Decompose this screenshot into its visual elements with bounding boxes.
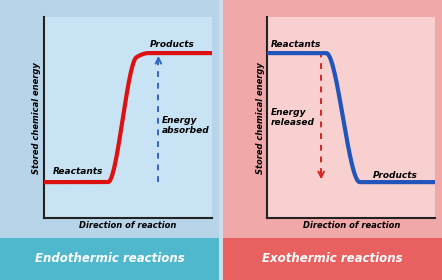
Y-axis label: Stored chemical energy: Stored chemical energy xyxy=(32,62,42,174)
Text: Products: Products xyxy=(373,171,418,180)
Text: Reactants: Reactants xyxy=(271,40,321,49)
Text: Energy
absorbed: Energy absorbed xyxy=(162,116,210,135)
Text: Products: Products xyxy=(150,40,195,49)
Text: Energy
released: Energy released xyxy=(271,108,315,127)
Text: Endothermic reactions: Endothermic reactions xyxy=(34,253,184,265)
X-axis label: Direction of reaction: Direction of reaction xyxy=(80,221,177,230)
Text: Reactants: Reactants xyxy=(53,167,103,176)
Y-axis label: Stored chemical energy: Stored chemical energy xyxy=(255,62,265,174)
Text: Exothermic reactions: Exothermic reactions xyxy=(262,253,403,265)
X-axis label: Direction of reaction: Direction of reaction xyxy=(303,221,400,230)
